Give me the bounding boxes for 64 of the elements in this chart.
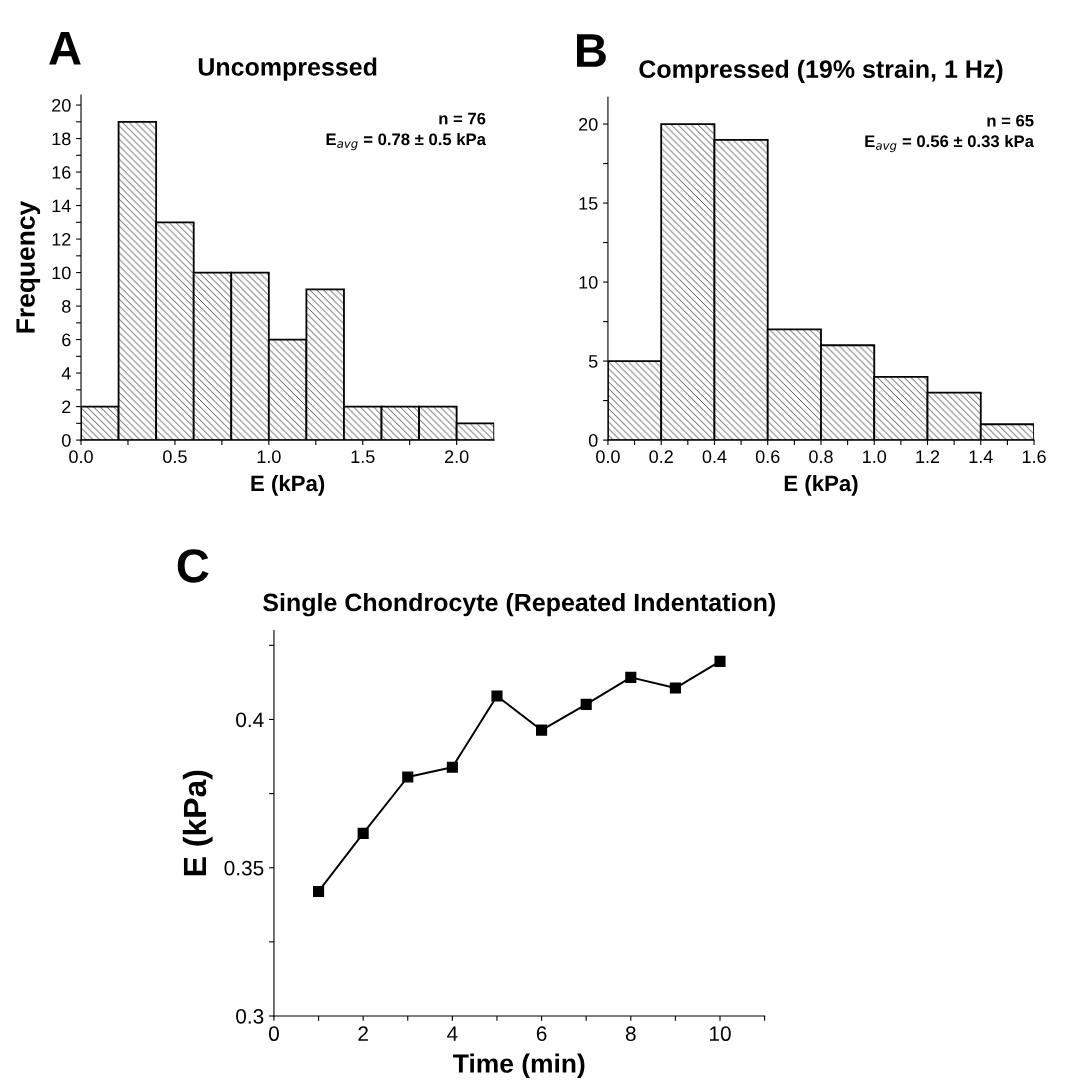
x-tick-label: 1.5 [351, 450, 375, 464]
y-tick-label: 6 [62, 333, 71, 347]
x-tick-label: 2 [358, 1026, 368, 1041]
y-tick-label: 2 [62, 400, 71, 414]
x-tick-label: 8 [625, 1026, 636, 1042]
x-tick-label: 1.2 [916, 450, 940, 463]
y-axis-title: E (kPa) [182, 770, 213, 876]
x-axis-title: Time (min) [453, 1053, 585, 1079]
y-tick-label: 16 [52, 165, 71, 179]
y-tick-label: 14 [52, 199, 71, 213]
point [491, 690, 503, 702]
text: B [577, 34, 606, 67]
y-tick-label: 0 [588, 434, 598, 447]
y-tick-label: 12 [52, 233, 71, 246]
point [669, 682, 681, 694]
y-tick-label: 0.4 [236, 712, 264, 728]
point [312, 885, 325, 898]
y-tick-label: 20 [52, 98, 71, 112]
annotation: E$_{avg}$ = 0.56 ± 0.33 kPa [865, 134, 1035, 153]
x-tick-label: 0.4 [702, 450, 727, 464]
text: A [49, 32, 81, 65]
y-tick-label: 10 [52, 266, 71, 280]
x-tick-label: 0 [268, 1026, 279, 1042]
chart-title: Uncompressed [198, 57, 377, 81]
x-tick-label: 1.4 [969, 450, 993, 463]
y-tick-label: 5 [588, 355, 598, 368]
text: C [177, 549, 209, 583]
point [402, 771, 414, 783]
y-tick-label: 15 [579, 197, 598, 210]
x-tick-label: 0.2 [649, 450, 673, 464]
x-tick-label: 0.5 [163, 450, 187, 464]
y-tick-label: 4 [61, 367, 71, 380]
annotation: n = 65 [987, 114, 1034, 127]
point [625, 671, 637, 683]
x-tick-label: 1.0 [257, 450, 281, 464]
x-tick-label: 0.8 [809, 450, 833, 464]
y-tick-label: 0 [61, 434, 71, 447]
x-tick-label: 10 [710, 1026, 731, 1042]
annotation: n = 76 [439, 112, 486, 125]
chart-title: Single Chondrocyte (Repeated Indentation) [263, 592, 776, 617]
y-tick-label: 20 [579, 117, 598, 131]
x-tick-label: 1.6 [1022, 450, 1046, 464]
x-axis-title: E (kPa) [251, 474, 325, 496]
x-tick-label: 6 [536, 1026, 547, 1042]
y-tick-label: 18 [52, 132, 71, 146]
y-tick-label: 8 [62, 300, 71, 313]
x-tick-label: 2.0 [445, 450, 469, 464]
x-tick-label: 1.0 [863, 450, 887, 464]
x-tick-label: 0.0 [69, 450, 93, 464]
x-tick-label: 0.6 [755, 450, 780, 464]
annotation: E$_{avg}$ = 0.78 ± 0.5 kPa [326, 132, 487, 151]
y-tick-label: 10 [579, 276, 598, 289]
y-tick-label: 0.3 [236, 1009, 264, 1024]
point [580, 698, 592, 710]
point [714, 655, 726, 667]
x-axis-title: E (kPa) [784, 474, 858, 496]
point [446, 761, 458, 773]
y-tick-label: 0.35 [224, 860, 264, 876]
y-axis-title: Frequency [16, 200, 41, 333]
chart-title: Compressed (19% strain, 1 Hz) [639, 59, 1003, 83]
point [536, 724, 548, 736]
x-tick-label: 0.0 [596, 450, 620, 464]
x-tick-label: 4 [447, 1026, 458, 1041]
point [357, 827, 369, 839]
